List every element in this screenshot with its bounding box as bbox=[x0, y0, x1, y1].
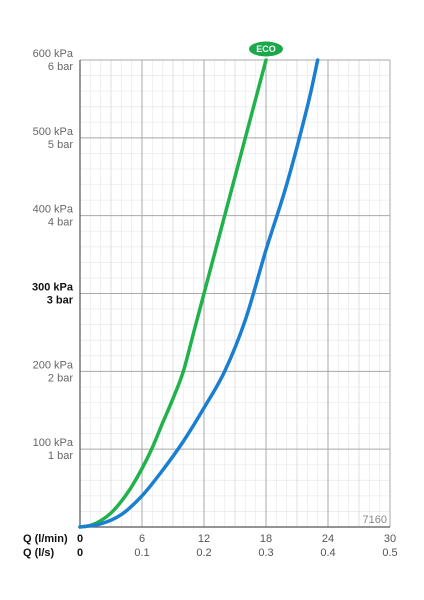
x-tick-label-lmin: 24 bbox=[322, 533, 334, 545]
x-tick-label-lmin: 18 bbox=[260, 533, 272, 545]
x-tick-label-lmin: 12 bbox=[198, 533, 210, 545]
y-tick-label-kpa: 300 kPa bbox=[32, 282, 74, 294]
chart-axes bbox=[79, 60, 390, 528]
x-tick-label-ls: 0.1 bbox=[134, 547, 149, 559]
eco-badge: ECO bbox=[249, 41, 283, 57]
x-tick-label-ls: 0 bbox=[77, 547, 83, 559]
x-unit-label-ls: Q (l/s) bbox=[23, 547, 55, 559]
x-tick-label-ls: 0.5 bbox=[382, 547, 397, 559]
x-tick-label-lmin: 30 bbox=[384, 533, 396, 545]
x-unit-label-lmin: Q (l/min) bbox=[23, 533, 68, 545]
y-tick-label-bar: 2 bar bbox=[48, 372, 73, 384]
y-tick-label-bar: 1 bar bbox=[48, 450, 73, 462]
x-axis-labels: Q (l/min) Q (l/s) 0 0 6 0.1 12 0.2 18 0.3 24 0.4 30 0… bbox=[23, 533, 398, 559]
y-tick-label-kpa: 100 kPa bbox=[33, 437, 74, 449]
model-code: 7160 bbox=[363, 514, 387, 526]
y-tick-label-bar: 4 bar bbox=[48, 217, 73, 229]
y-tick-label-kpa: 600 kPa bbox=[33, 48, 74, 60]
series-layer bbox=[78, 58, 320, 529]
y-tick-label-kpa: 500 kPa bbox=[33, 126, 74, 138]
y-tick-label-bar: 3 bar bbox=[47, 295, 74, 307]
x-tick-label-lmin: 6 bbox=[139, 533, 145, 545]
series-line-standard bbox=[78, 58, 320, 529]
eco-badge-ellipse bbox=[249, 41, 283, 57]
x-tick-label-lmin: 0 bbox=[77, 533, 83, 545]
x-tick-label-ls: 0.2 bbox=[196, 547, 211, 559]
y-tick-label-kpa: 200 kPa bbox=[33, 359, 74, 371]
series-line-eco bbox=[78, 58, 268, 529]
y-tick-label-bar: 6 bar bbox=[48, 61, 73, 73]
y-tick-label-bar: 5 bar bbox=[48, 139, 73, 151]
x-tick-label-ls: 0.4 bbox=[320, 547, 335, 559]
x-tick-label-ls: 0.3 bbox=[258, 547, 273, 559]
eco-badge-label: ECO bbox=[256, 44, 276, 54]
y-tick-label-kpa: 400 kPa bbox=[33, 204, 74, 216]
